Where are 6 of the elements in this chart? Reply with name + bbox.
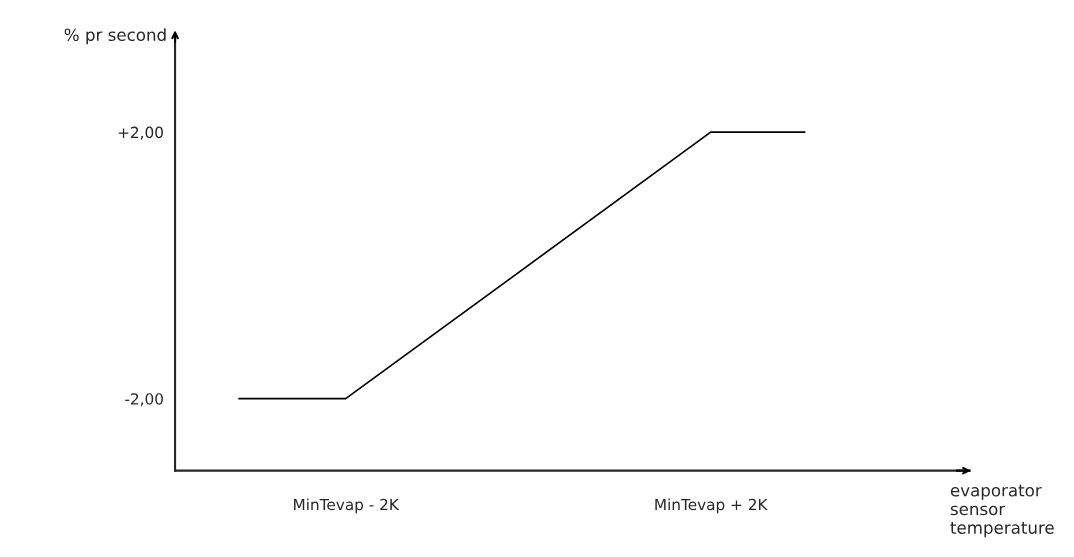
x-axis-title: evaporator sensor temperature [950,484,1054,538]
y-axis-title: % pr second [64,28,166,45]
y-tick-label: -2,00 [125,393,163,407]
y-tick-label: +2,00 [118,126,163,140]
x-tick-label: MinTevap - 2K [294,498,400,514]
x-tick-label: MinTevap + 2K [655,498,768,514]
